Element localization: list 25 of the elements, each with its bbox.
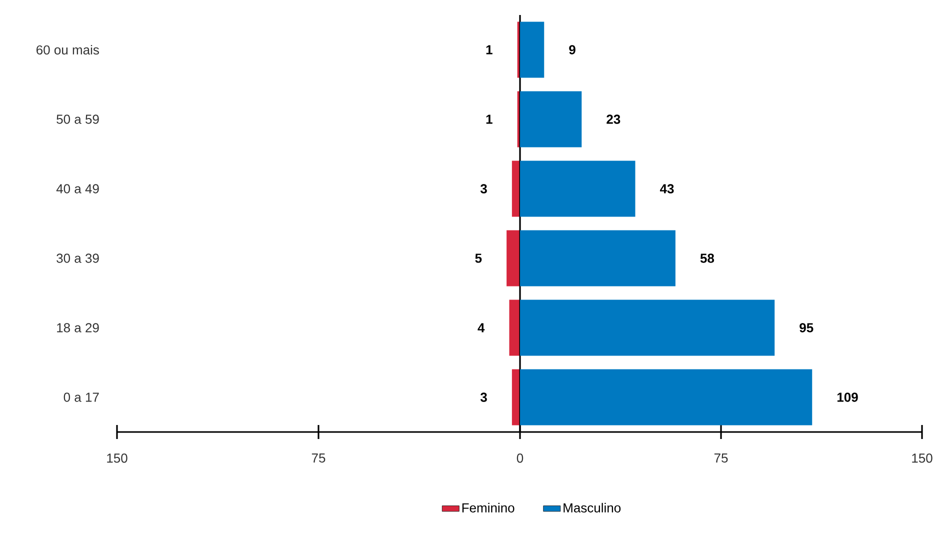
- data-label: 3: [480, 392, 487, 402]
- data-label: 23: [606, 114, 620, 124]
- y-tick-label: 0 a 17: [64, 392, 99, 402]
- x-tick-label: 75: [714, 454, 728, 463]
- data-label: 5: [475, 254, 482, 263]
- x-tick-label: 150: [912, 454, 932, 463]
- x-tick-label: 150: [107, 454, 128, 463]
- data-label: 95: [800, 323, 814, 332]
- y-tick-label: 40 a 49: [56, 184, 99, 194]
- data-label: 4: [478, 323, 485, 332]
- legend-label: Feminino: [462, 502, 514, 512]
- y-tick-label: 50 a 59: [56, 114, 99, 124]
- data-label: 43: [660, 184, 674, 194]
- data-label: 109: [837, 392, 858, 402]
- y-tick-label: 30 a 39: [56, 254, 99, 263]
- data-label: 9: [569, 45, 576, 54]
- y-tick-label: 18 a 29: [57, 323, 99, 332]
- x-tick-label: 75: [312, 454, 326, 463]
- x-tick-label: 0: [516, 454, 524, 463]
- y-tick-label: 60 ou mais: [36, 44, 99, 55]
- data-label: 58: [700, 254, 714, 263]
- legend-label: Masculino: [564, 502, 621, 512]
- data-label: 1: [486, 114, 492, 124]
- data-label: 1: [486, 45, 492, 54]
- data-label: 3: [480, 184, 487, 194]
